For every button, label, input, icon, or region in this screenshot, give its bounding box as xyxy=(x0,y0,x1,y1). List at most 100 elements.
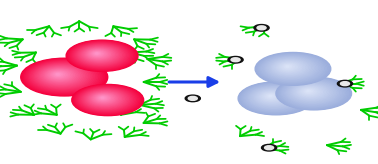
Circle shape xyxy=(269,95,272,97)
Circle shape xyxy=(53,72,64,77)
Circle shape xyxy=(87,91,123,107)
Circle shape xyxy=(246,85,304,110)
Circle shape xyxy=(74,85,141,114)
Circle shape xyxy=(97,95,109,101)
Circle shape xyxy=(36,65,88,87)
Circle shape xyxy=(85,90,126,108)
Circle shape xyxy=(96,53,98,54)
Circle shape xyxy=(268,58,313,78)
Circle shape xyxy=(46,69,73,81)
Circle shape xyxy=(92,93,116,104)
Circle shape xyxy=(94,52,99,55)
Circle shape xyxy=(99,96,107,100)
Circle shape xyxy=(242,84,308,112)
Circle shape xyxy=(253,89,293,106)
Circle shape xyxy=(188,96,197,100)
Circle shape xyxy=(91,51,105,57)
Circle shape xyxy=(265,57,318,80)
Circle shape xyxy=(286,66,289,67)
Circle shape xyxy=(79,46,120,64)
Circle shape xyxy=(271,60,309,76)
Circle shape xyxy=(280,63,297,71)
Circle shape xyxy=(90,92,119,105)
Circle shape xyxy=(285,65,290,68)
Circle shape xyxy=(86,91,124,107)
Circle shape xyxy=(262,92,282,101)
Circle shape xyxy=(249,87,299,109)
Circle shape xyxy=(27,61,99,92)
Circle shape xyxy=(306,90,311,92)
Circle shape xyxy=(285,81,338,104)
Circle shape xyxy=(231,58,240,62)
Circle shape xyxy=(91,93,118,104)
Circle shape xyxy=(304,89,314,93)
Circle shape xyxy=(84,90,127,108)
Circle shape xyxy=(83,89,129,109)
Circle shape xyxy=(26,60,101,93)
Circle shape xyxy=(77,45,123,65)
Circle shape xyxy=(299,87,320,96)
Circle shape xyxy=(281,79,344,107)
Circle shape xyxy=(76,86,138,113)
Circle shape xyxy=(259,91,286,103)
Circle shape xyxy=(31,62,94,90)
Circle shape xyxy=(260,55,324,82)
Circle shape xyxy=(54,73,63,76)
Circle shape xyxy=(66,40,138,71)
Circle shape xyxy=(95,95,112,102)
Circle shape xyxy=(341,82,350,86)
Circle shape xyxy=(269,59,312,77)
Circle shape xyxy=(257,53,328,84)
Circle shape xyxy=(90,50,106,58)
Circle shape xyxy=(291,84,331,101)
Circle shape xyxy=(50,71,68,79)
Circle shape xyxy=(77,87,137,113)
Circle shape xyxy=(42,67,79,84)
Circle shape xyxy=(252,88,295,107)
Circle shape xyxy=(238,82,314,115)
Circle shape xyxy=(287,82,337,104)
Circle shape xyxy=(267,58,315,78)
Circle shape xyxy=(100,97,105,99)
Circle shape xyxy=(257,26,266,30)
Circle shape xyxy=(277,62,302,73)
Circle shape xyxy=(98,96,108,100)
Circle shape xyxy=(299,87,321,97)
Circle shape xyxy=(88,50,108,58)
Circle shape xyxy=(55,73,61,76)
Circle shape xyxy=(294,85,327,99)
Circle shape xyxy=(259,54,325,83)
Circle shape xyxy=(290,83,333,102)
Circle shape xyxy=(44,68,76,82)
Circle shape xyxy=(284,65,292,68)
Circle shape xyxy=(295,85,325,99)
Circle shape xyxy=(265,146,274,150)
Circle shape xyxy=(87,49,110,59)
Circle shape xyxy=(256,53,329,85)
Circle shape xyxy=(81,46,119,63)
Circle shape xyxy=(94,94,113,102)
Circle shape xyxy=(51,72,66,78)
Circle shape xyxy=(266,94,276,98)
Circle shape xyxy=(285,81,340,105)
Circle shape xyxy=(265,94,277,99)
Circle shape xyxy=(259,54,327,83)
Circle shape xyxy=(268,95,273,97)
Circle shape xyxy=(68,41,135,70)
Circle shape xyxy=(254,25,269,31)
Circle shape xyxy=(241,83,309,113)
Circle shape xyxy=(278,62,300,72)
Circle shape xyxy=(81,88,131,110)
Circle shape xyxy=(73,85,142,115)
Circle shape xyxy=(67,41,136,71)
Circle shape xyxy=(261,92,284,102)
Circle shape xyxy=(75,44,125,66)
Circle shape xyxy=(56,74,59,75)
Circle shape xyxy=(281,64,296,70)
Circle shape xyxy=(248,86,301,109)
Circle shape xyxy=(22,59,106,95)
Circle shape xyxy=(70,42,132,69)
Circle shape xyxy=(274,61,305,74)
Circle shape xyxy=(39,66,83,85)
Circle shape xyxy=(264,93,279,100)
